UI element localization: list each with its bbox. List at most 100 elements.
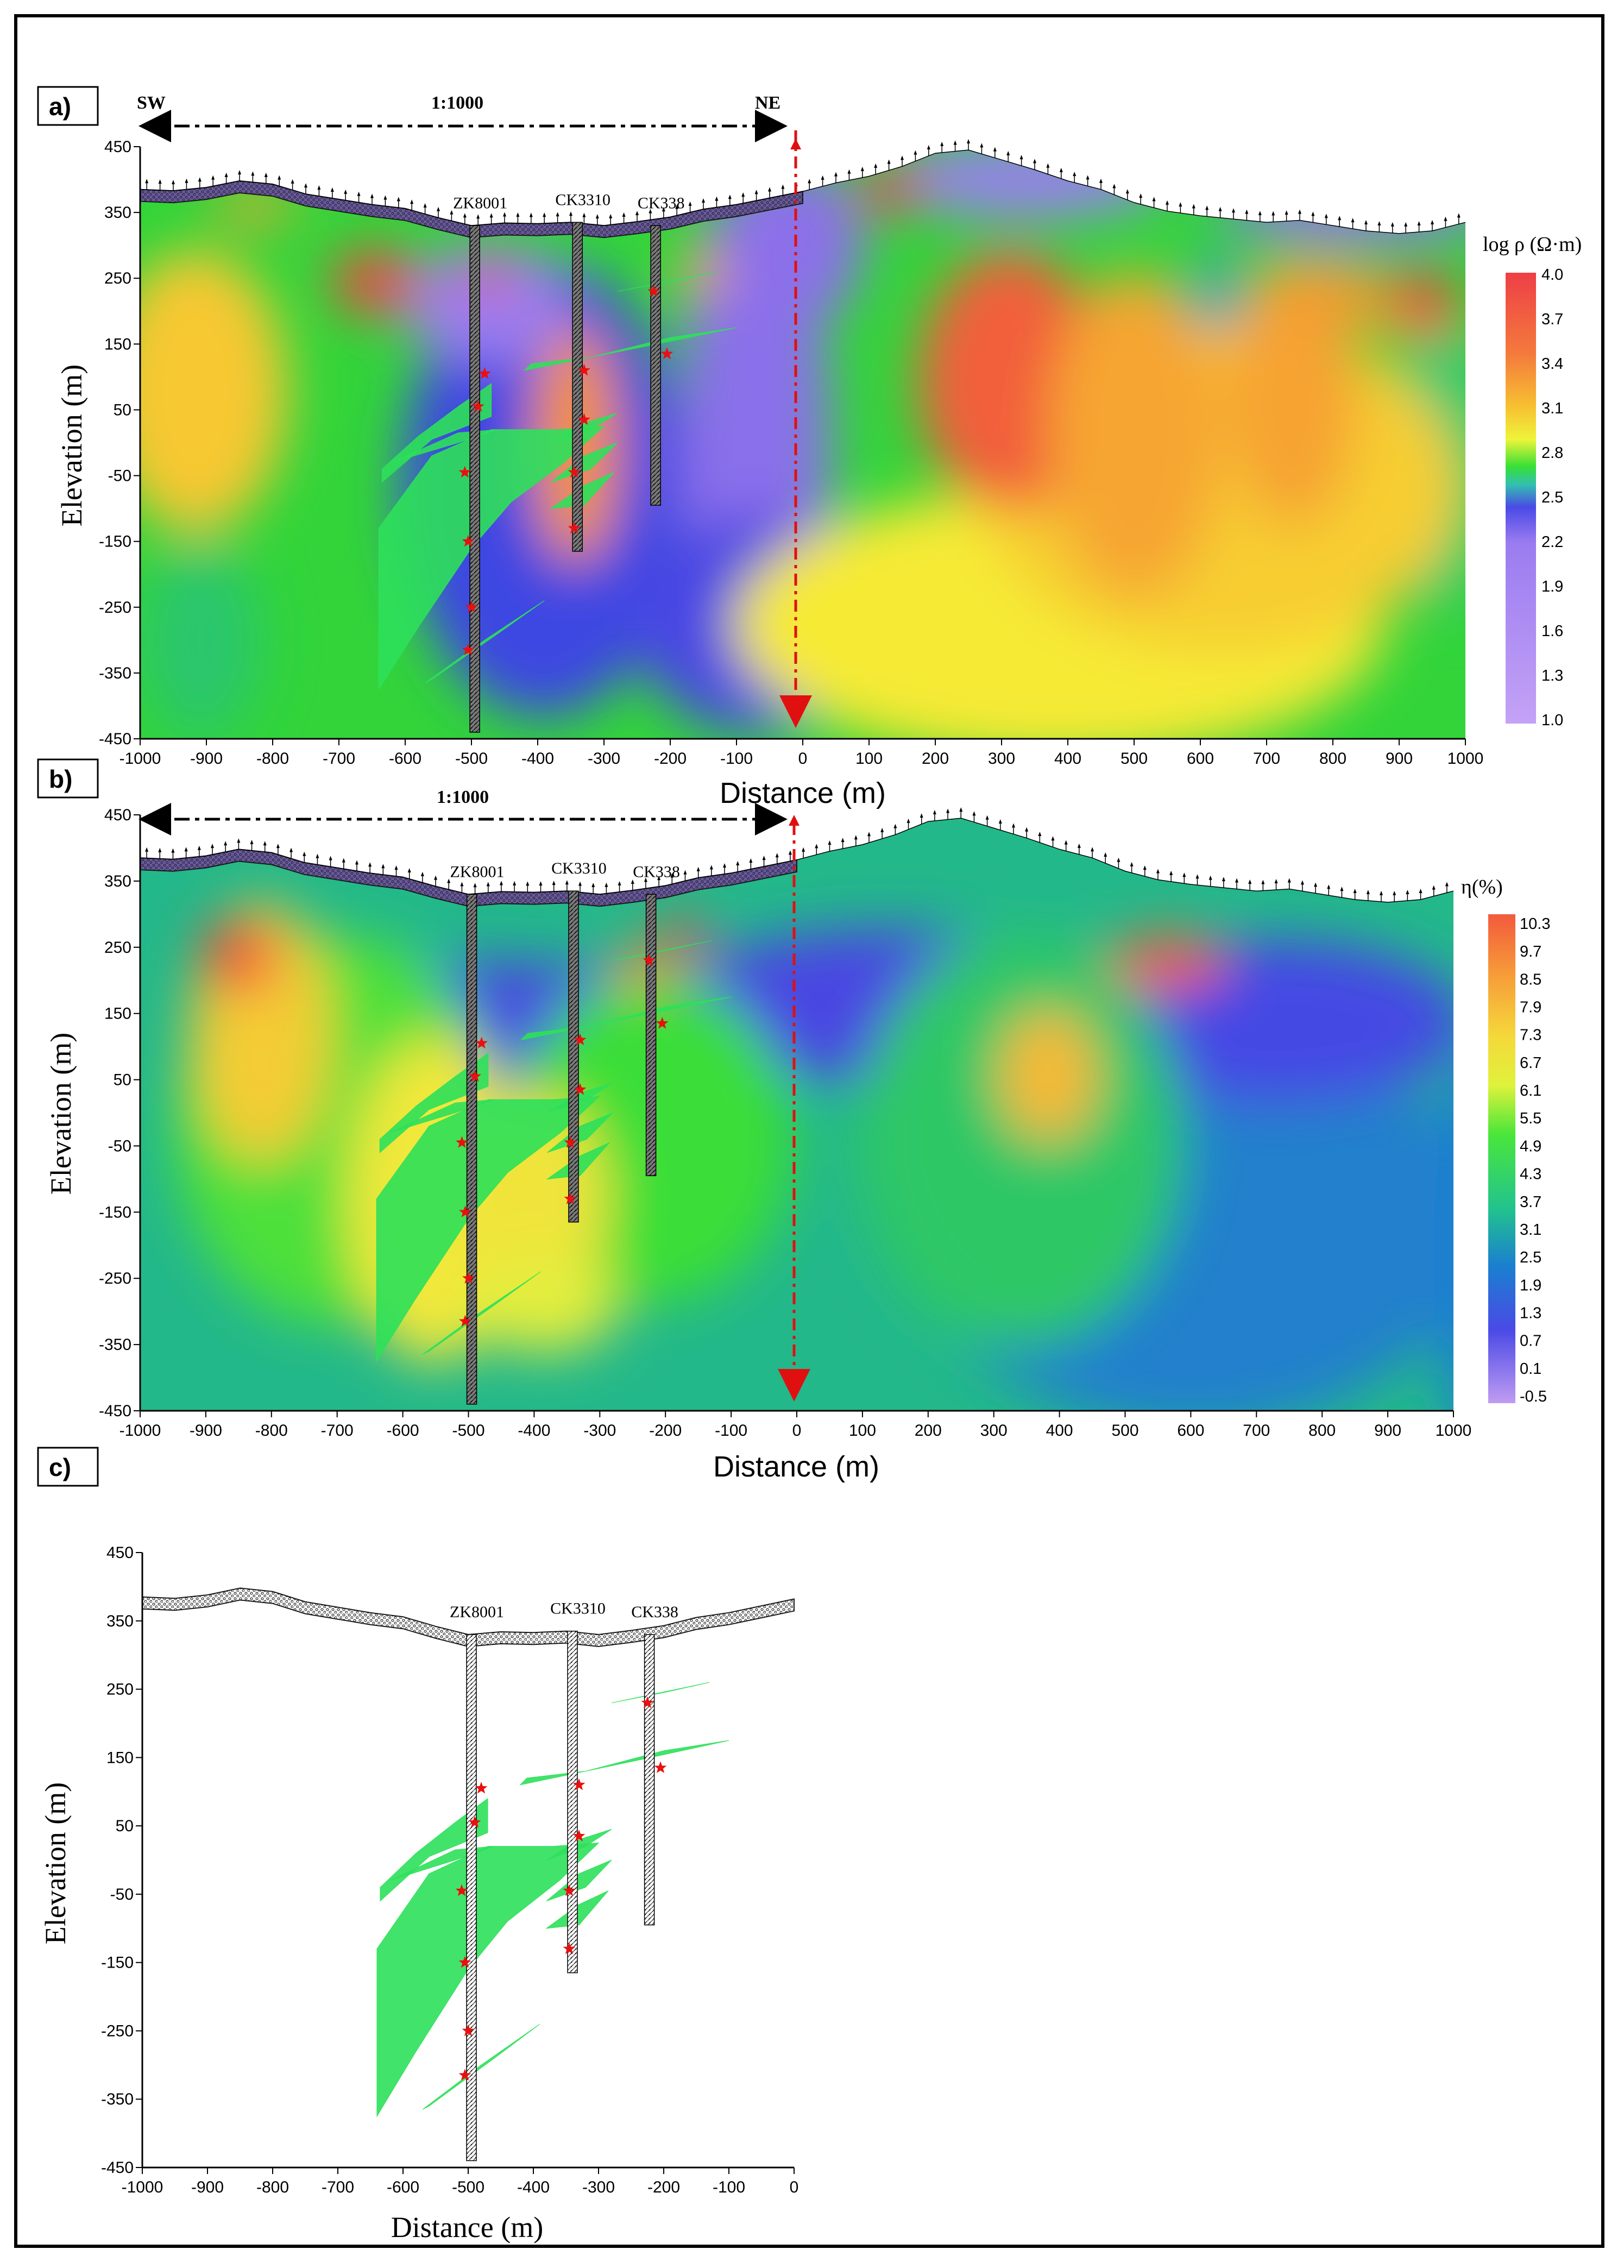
x-tick-label: 800	[1319, 750, 1346, 768]
station-arrow	[410, 199, 414, 204]
x-tick-label: 400	[1046, 1422, 1073, 1440]
station-arrow	[967, 139, 970, 144]
colorbar-tick-label: 5.5	[1520, 1110, 1541, 1127]
scale-label: 1:1000	[437, 787, 489, 807]
drillhole-label: CK338	[633, 863, 680, 881]
sample-star	[469, 1070, 481, 1082]
colorbar-tick-label: 1.3	[1520, 1304, 1541, 1322]
station-arrow	[907, 818, 910, 823]
x-tick-label: -800	[256, 750, 289, 768]
sample-star	[654, 1761, 667, 1773]
station-arrow	[1324, 213, 1328, 218]
station-arrow	[489, 213, 493, 218]
station-arrow	[278, 175, 281, 180]
sample-star	[462, 535, 475, 547]
station-arrow	[317, 185, 321, 190]
topography-line	[140, 149, 1466, 234]
station-arrow	[893, 824, 897, 828]
drillhole	[572, 222, 583, 552]
station-arrow	[1327, 884, 1331, 889]
drillhole-label: CK338	[638, 194, 685, 212]
sample-star	[574, 1083, 587, 1095]
sample-star	[564, 1136, 577, 1148]
y-tick-label: -350	[101, 2090, 134, 2108]
station-arrow	[224, 172, 228, 177]
station-arrow	[1258, 211, 1262, 216]
drillhole-label: ZK8001	[450, 1603, 504, 1621]
station-arrow	[1143, 865, 1147, 870]
station-arrow	[821, 175, 824, 180]
station-arrow	[815, 844, 819, 849]
station-arrow	[1059, 167, 1063, 172]
sample-star	[572, 1830, 586, 1842]
station-arrow	[595, 214, 599, 219]
y-tick-label: 150	[106, 1749, 134, 1767]
colorbar-tick-label: 7.9	[1520, 999, 1541, 1016]
x-tick-label: -900	[191, 2178, 224, 2196]
colorbar-tick-label: -0.5	[1520, 1388, 1547, 1405]
station-arrow	[1205, 205, 1209, 210]
x-tick-label: 100	[849, 1422, 876, 1440]
station-arrow	[396, 197, 400, 202]
sample-star	[465, 600, 478, 613]
station-arrow	[565, 880, 569, 885]
sample-star	[455, 1884, 468, 1896]
x-axis-label: Distance (m)	[720, 777, 886, 809]
colorbar-tick-label: 1.9	[1520, 1277, 1541, 1294]
y-tick-label: -350	[99, 664, 131, 682]
sample-star	[456, 1136, 468, 1148]
y-tick-label: -450	[99, 1402, 131, 1420]
y-tick-label: 250	[104, 269, 131, 287]
station-arrow	[463, 213, 467, 218]
station-arrow	[1380, 890, 1383, 895]
station-arrow	[860, 166, 864, 171]
panel-c-label: c)	[49, 1453, 71, 1481]
drillhole	[466, 894, 477, 1405]
y-tick-label: 450	[104, 806, 131, 824]
station-arrow	[736, 860, 740, 865]
x-tick-label: -600	[387, 2178, 419, 2196]
station-arrow	[828, 840, 832, 845]
station-arrow	[197, 845, 201, 850]
sample-star	[656, 1016, 669, 1029]
x-tick-label: 1000	[1436, 1422, 1472, 1440]
station-arrow	[303, 851, 306, 856]
station-arrow	[1419, 889, 1422, 894]
station-arrow	[145, 847, 149, 852]
x-ticks: -1000 -900 -800 -700 -600 -500 -400 -300 -200 -10…	[122, 2168, 798, 2196]
colorbar-tick-label: 3.4	[1541, 355, 1563, 373]
colorbar-tick-label: 4.3	[1520, 1166, 1541, 1183]
station-arrow	[476, 214, 480, 219]
panel-c-label-box	[37, 1447, 99, 1487]
x-tick-label: -1000	[119, 750, 161, 768]
y-tick-label: 250	[106, 1681, 134, 1699]
x-tick-label: 800	[1308, 1422, 1336, 1440]
sample-star	[458, 2069, 471, 2081]
x-tick-label: 100	[855, 750, 883, 768]
y-tick-label: -250	[99, 1270, 131, 1287]
x-axis-label: Distance (m)	[713, 1450, 879, 1483]
x-tick-label: -700	[322, 2178, 354, 2196]
drillhole	[469, 225, 480, 733]
station-arrow	[1006, 150, 1010, 155]
sample-star	[459, 1315, 471, 1327]
station-arrow	[854, 835, 858, 840]
station-arrow	[1156, 869, 1160, 874]
station-arrow	[1340, 887, 1344, 891]
colorbar-tick-label: 3.7	[1520, 1193, 1541, 1211]
station-arrow	[591, 883, 595, 888]
drillhole-label: ZK8001	[450, 863, 505, 881]
direction-ne: NE	[755, 93, 780, 113]
y-tick-label: 250	[104, 939, 131, 957]
station-arrow	[263, 841, 267, 846]
panel-b-label-box	[37, 758, 99, 799]
station-arrow	[675, 204, 679, 209]
station-arrow	[1404, 222, 1408, 227]
station-arrow	[1406, 889, 1409, 894]
x-tick-label: -600	[389, 750, 421, 768]
station-arrow	[754, 190, 758, 194]
colorbar-ticks: 10.3 9.7 8.5 7.9 7.3 6.7 6.1 5.5 4.9 4.3 3.7 3.1 2.5…	[1520, 915, 1550, 1405]
x-tick-label: -800	[256, 2178, 289, 2196]
station-arrow	[1011, 823, 1015, 828]
